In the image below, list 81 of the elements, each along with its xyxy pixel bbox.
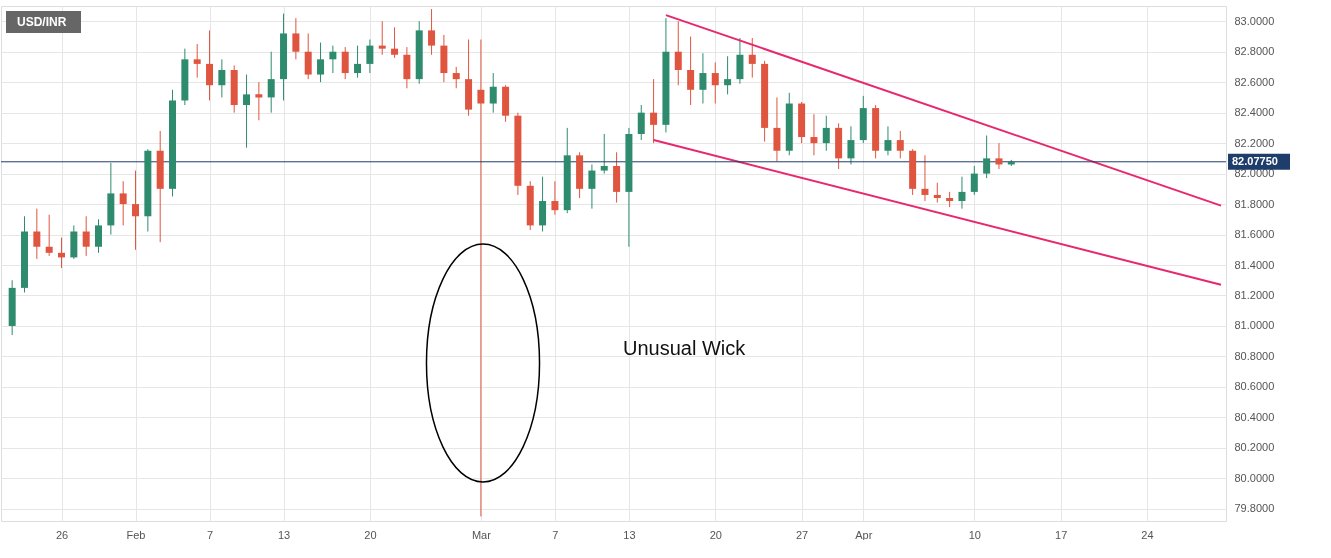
candlestick <box>773 96 781 162</box>
text: USD/INR <box>17 15 67 29</box>
y-tick-label: 81.0000 <box>1234 319 1275 332</box>
candlestick <box>33 208 41 260</box>
y-tick-label: 81.2000 <box>1234 289 1275 301</box>
y-tick-label: 80.0000 <box>1234 471 1275 484</box>
candlestick <box>995 142 1003 170</box>
candlestick <box>366 39 374 74</box>
candlestick <box>452 66 460 89</box>
candlestick <box>650 78 658 144</box>
y-tick-label: 82.2000 <box>1234 136 1275 149</box>
candlestick <box>218 58 226 98</box>
x-tick-label: 20 <box>364 528 377 541</box>
x-tick-label: Apr <box>855 528 873 541</box>
candlestick <box>378 20 386 56</box>
candlestick <box>699 52 707 105</box>
y-tick-label: 82.8000 <box>1234 45 1275 58</box>
candlestick <box>958 176 966 210</box>
candlestick <box>896 130 904 159</box>
candlestick <box>933 182 941 204</box>
candlestick <box>551 180 559 216</box>
candlestick <box>95 218 103 254</box>
candlestick <box>292 17 300 60</box>
candlestick <box>243 74 251 149</box>
x-tick-label: 10 <box>968 528 981 541</box>
y-tick-label: 79.8000 <box>1234 502 1275 515</box>
candlestick <box>711 61 719 105</box>
candlestick <box>45 214 53 257</box>
y-tick-label: 81.4000 <box>1234 258 1275 271</box>
y-tick-label: 82.0000 <box>1234 167 1275 180</box>
candlestick <box>354 45 362 79</box>
candlestick <box>637 104 645 141</box>
candlestick <box>391 26 399 59</box>
ref-line-label: 82.07750 <box>1232 154 1278 167</box>
candlestick <box>921 154 929 202</box>
x-tick-label: Feb <box>126 528 146 541</box>
x-tick-label: Mar <box>471 528 492 541</box>
candlestick <box>724 55 732 95</box>
x-tick-label: 26 <box>55 528 69 541</box>
candlestick <box>255 81 263 121</box>
candlestick <box>317 42 325 83</box>
y-tick-label: 81.8000 <box>1234 197 1275 210</box>
y-tick-label: 82.6000 <box>1234 75 1275 88</box>
candlestick <box>132 170 140 251</box>
candlestick <box>341 46 349 80</box>
y-tick-label: 81.6000 <box>1234 228 1275 241</box>
candlestick <box>304 32 312 80</box>
candlestick <box>489 72 497 114</box>
candlestick <box>267 51 275 114</box>
x-tick-label: 7 <box>206 528 214 541</box>
y-tick-label: 80.2000 <box>1234 441 1275 454</box>
candlestick <box>687 35 695 106</box>
y-tick-label: 80.4000 <box>1234 410 1275 423</box>
candlestick <box>810 113 818 156</box>
candlestick <box>206 29 214 101</box>
candlestick <box>588 163 596 210</box>
annotation: Unusual Wick <box>623 337 747 359</box>
candlestick <box>983 135 991 179</box>
x-tick-label: 7 <box>552 528 559 541</box>
candlestick <box>847 125 855 165</box>
x-tick-label: 27 <box>795 528 809 541</box>
candlestick <box>748 37 756 79</box>
candlestick <box>329 45 337 74</box>
candlestick <box>822 115 830 152</box>
candlestick <box>674 20 682 86</box>
candlestick <box>119 180 127 226</box>
x-tick-label: 13 <box>623 528 636 541</box>
x-tick-label: 13 <box>277 528 291 541</box>
candlestick <box>193 43 201 79</box>
y-tick-label: 80.8000 <box>1234 349 1275 362</box>
x-tick-label: 20 <box>709 528 722 541</box>
candlestick <box>884 125 892 156</box>
x-tick-label: 24 <box>1141 528 1154 541</box>
candlestick <box>82 215 90 257</box>
candlestick <box>970 165 978 196</box>
y-tick-label: 83.0000 <box>1234 14 1275 27</box>
candlestick <box>600 133 608 175</box>
y-tick-label: 80.6000 <box>1234 380 1275 393</box>
candlestick <box>428 8 436 56</box>
x-tick-label: 17 <box>1055 528 1068 541</box>
y-tick-label: 82.4000 <box>1234 106 1275 119</box>
